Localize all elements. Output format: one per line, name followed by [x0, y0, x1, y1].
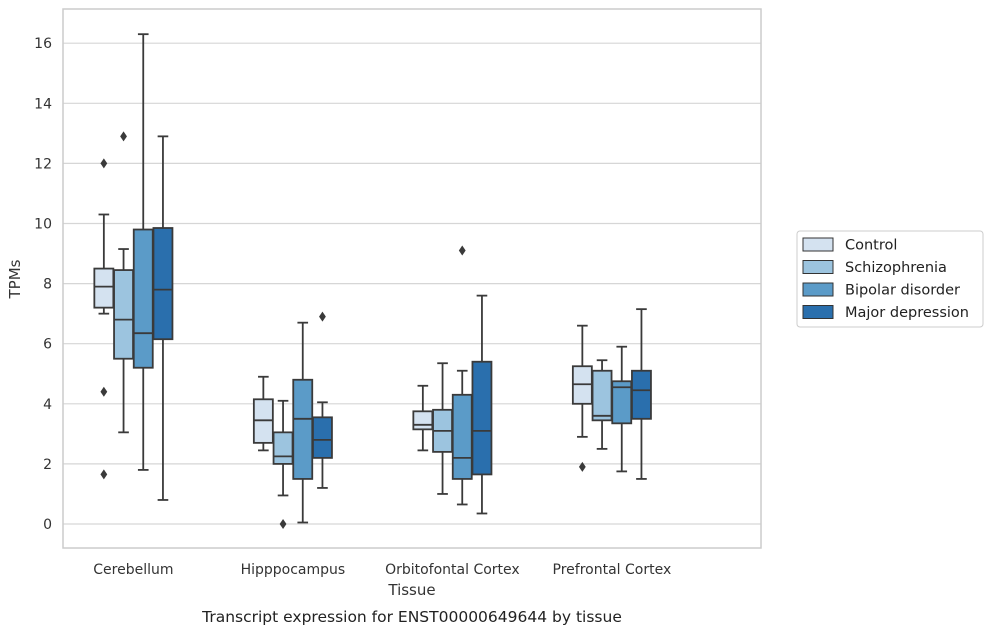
- x-tick-label: Orbitofontal Cortex: [385, 562, 520, 578]
- plot-frame: [62, 8, 762, 549]
- x-tick-label: Prefrontal Cortex: [553, 562, 672, 578]
- box-3-2: [611, 345, 633, 473]
- box-body: [631, 369, 652, 420]
- y-tick-label: 8: [43, 277, 52, 293]
- box-body: [152, 227, 174, 341]
- y-tick-label: 10: [34, 217, 52, 233]
- outlier-point: [120, 131, 127, 142]
- box-0-1: [113, 131, 134, 434]
- outlier-point: [100, 469, 108, 480]
- box-1-2: [292, 321, 314, 524]
- box-2-0: [412, 384, 434, 452]
- box-body: [93, 267, 115, 309]
- box-body: [292, 378, 314, 480]
- y-tick-labels: 0 2 4 6 8 10 12 14 16: [34, 36, 52, 533]
- outlier-point: [319, 311, 326, 322]
- box-3-1: [591, 359, 613, 450]
- outlier-point: [279, 519, 287, 529]
- y-tick-label: 12: [34, 156, 52, 172]
- box-1-3: [312, 311, 333, 489]
- box-body: [272, 431, 294, 465]
- grid-lines: [63, 42, 761, 525]
- legend-swatch: [802, 282, 834, 297]
- x-tick-label: Hipppocampus: [241, 562, 346, 578]
- box-body: [451, 393, 473, 480]
- box-body: [113, 269, 134, 360]
- y-tick-label: 2: [43, 457, 52, 473]
- outlier-point: [100, 158, 108, 169]
- box-body: [591, 369, 613, 422]
- outlier-point: [578, 461, 586, 472]
- box-2-3: [471, 294, 493, 515]
- chart-caption: Transcript expression for ENST0000064964…: [201, 608, 622, 626]
- legend: Control Schizophrenia Bipolar disorder Majo…: [796, 230, 984, 328]
- legend-label: Control: [845, 238, 897, 254]
- box-1-0: [252, 375, 274, 452]
- box-3-3: [631, 308, 652, 480]
- legend-label: Major depression: [845, 305, 969, 321]
- legend-label: Bipolar disorder: [845, 283, 960, 299]
- legend-swatch: [802, 260, 834, 274]
- box-2-2: [451, 245, 473, 506]
- box-series: [93, 33, 652, 529]
- y-tick-label: 16: [34, 36, 52, 52]
- box-body: [132, 228, 154, 369]
- box-0-0: [93, 158, 115, 480]
- y-axis-title: TPMs: [6, 259, 24, 299]
- y-tick-label: 6: [43, 337, 52, 353]
- box-body: [312, 416, 333, 459]
- x-tick-label: Cerebellum: [93, 562, 173, 578]
- x-tick-labels: Cerebellum Hipppocampus Orbitofontal Corte…: [93, 562, 671, 578]
- y-tick-label: 14: [34, 96, 52, 112]
- y-tick-label: 4: [43, 397, 52, 413]
- x-axis-title: Tissue: [387, 581, 435, 599]
- box-2-1: [432, 362, 453, 495]
- box-3-0: [571, 324, 593, 472]
- outlier-point: [100, 386, 108, 397]
- box-body: [412, 410, 434, 431]
- box-1-1: [272, 399, 294, 529]
- y-tick-label: 0: [43, 517, 52, 533]
- legend-label: Schizophrenia: [845, 260, 947, 276]
- legend-swatch: [802, 305, 834, 319]
- legend-swatch: [802, 237, 834, 252]
- box-0-3: [152, 135, 174, 501]
- legend-frame: [796, 230, 984, 328]
- outlier-point: [458, 245, 466, 256]
- box-body: [471, 360, 493, 476]
- box-0-2: [132, 33, 154, 471]
